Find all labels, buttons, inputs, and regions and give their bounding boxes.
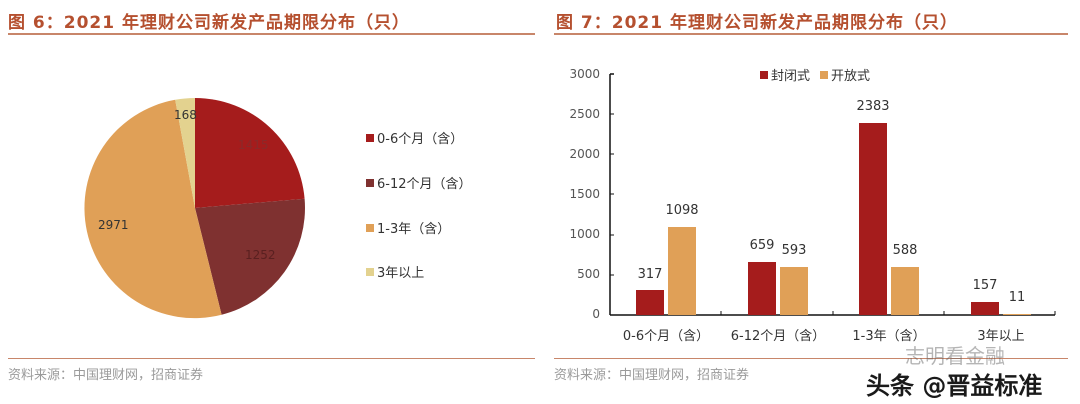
bar-axes bbox=[609, 73, 1056, 316]
left-source-rule bbox=[8, 358, 535, 359]
legend-swatch bbox=[820, 70, 829, 79]
legend-item-1-3y: 1-3年（含） bbox=[366, 218, 450, 237]
x-category: 1-3年（含） bbox=[852, 329, 926, 344]
bar-open-0-6m bbox=[668, 227, 696, 315]
pie-label-3y-plus: 168 bbox=[174, 108, 197, 122]
bar-legend: 封闭式 开放式 bbox=[760, 65, 870, 84]
pie-label-0-6m: 1415 bbox=[238, 138, 269, 152]
pie-slice-6-12m bbox=[195, 198, 305, 315]
legend-item-6-12m: 6-12个月（含） bbox=[366, 173, 472, 192]
y-tick: 2500 bbox=[569, 107, 600, 121]
pie-slice-3y-plus bbox=[175, 98, 195, 208]
bar-open-3y-plus bbox=[1003, 314, 1031, 315]
legend-item-open: 开放式 bbox=[820, 65, 870, 84]
pie-slice-1-3y bbox=[84, 99, 222, 319]
pie-label-6-12m: 1252 bbox=[245, 248, 276, 262]
y-tick: 500 bbox=[577, 267, 600, 281]
y-tick: 0 bbox=[592, 307, 600, 321]
pie-slice-0-6m bbox=[195, 98, 305, 208]
value-label: 593 bbox=[781, 243, 807, 258]
bar-open-1-3y bbox=[891, 267, 919, 315]
pie-chart bbox=[84, 98, 305, 319]
legend-item-3y-plus: 3年以上 bbox=[366, 262, 424, 281]
value-label: 317 bbox=[637, 267, 663, 282]
value-label: 157 bbox=[972, 278, 998, 293]
watermark-line1: 志明看金融 bbox=[905, 344, 1005, 368]
right-source-rule bbox=[554, 358, 1068, 359]
legend-swatch bbox=[366, 223, 374, 232]
x-category: 0-6个月（含） bbox=[622, 329, 710, 344]
x-category: 3年以上 bbox=[977, 329, 1025, 344]
left-title-rule bbox=[8, 33, 535, 35]
value-label: 11 bbox=[1008, 290, 1026, 305]
y-tick: 1500 bbox=[569, 187, 600, 201]
legend-swatch bbox=[366, 267, 374, 276]
legend-swatch bbox=[366, 133, 374, 142]
right-chart-title: 图 7：2021 年理财公司新发产品期限分布（只） bbox=[556, 13, 958, 33]
left-source: 资料来源：中国理财网，招商证券 bbox=[8, 368, 204, 383]
legend-item-closed: 封闭式 bbox=[760, 65, 810, 84]
legend-swatch bbox=[760, 70, 768, 79]
x-category: 6-12个月（含） bbox=[730, 329, 826, 344]
right-title-rule bbox=[554, 33, 1068, 35]
bar-closed-3y-plus bbox=[971, 302, 999, 315]
bar-open-6-12m bbox=[780, 267, 808, 315]
bar-closed-0-6m bbox=[636, 290, 664, 315]
y-tick: 2000 bbox=[569, 147, 600, 161]
left-chart-title: 图 6：2021 年理财公司新发产品期限分布（只） bbox=[8, 13, 410, 33]
value-label: 659 bbox=[749, 238, 775, 253]
bar-closed-1-3y bbox=[859, 123, 887, 315]
value-label: 588 bbox=[892, 243, 918, 258]
watermark-line2: 头条 @晋益标准 bbox=[866, 372, 1043, 400]
y-tick: 1000 bbox=[569, 227, 600, 241]
value-label: 2383 bbox=[856, 99, 890, 114]
y-tick: 3000 bbox=[569, 67, 600, 81]
value-label: 1098 bbox=[665, 203, 699, 218]
pie-label-1-3y: 2971 bbox=[98, 218, 129, 232]
bar-closed-6-12m bbox=[748, 262, 776, 315]
legend-item-0-6m: 0-6个月（含） bbox=[366, 128, 463, 147]
right-source: 资料来源：中国理财网，招商证券 bbox=[554, 368, 750, 383]
legend-swatch bbox=[366, 178, 374, 187]
